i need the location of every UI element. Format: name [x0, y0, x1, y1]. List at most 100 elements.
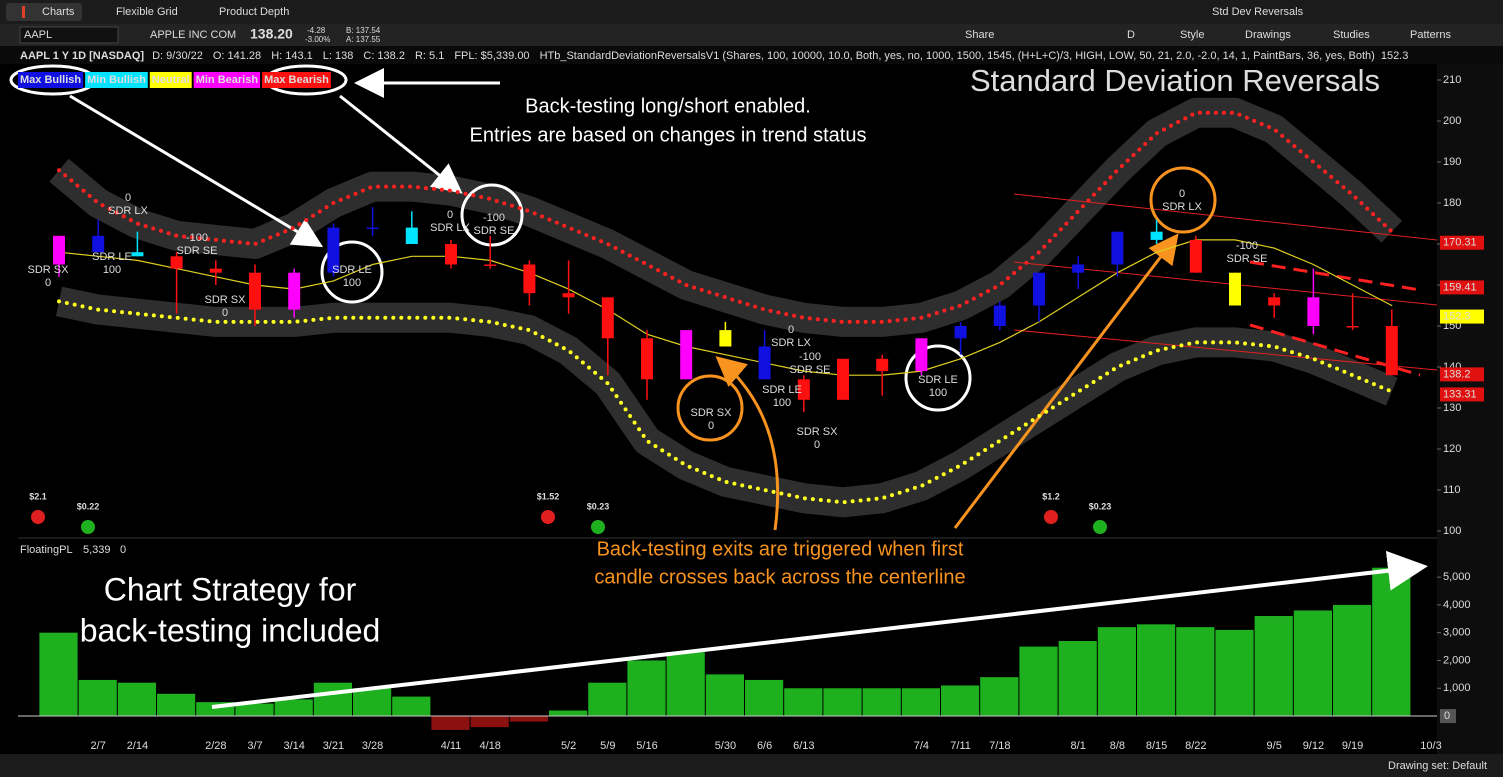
price-tag: [1440, 367, 1484, 382]
panel-name: FloatingPL: [20, 544, 73, 556]
x-tick-label: 5/9: [600, 740, 615, 752]
info-bar: [0, 46, 1503, 64]
bar: [235, 703, 274, 717]
button[interactable]: Style: [1180, 29, 1204, 41]
arrow: [339, 94, 463, 194]
highlight-circle: [1149, 166, 1217, 234]
arrow: [211, 550, 1428, 709]
tab-label[interactable]: Flexible Grid: [116, 6, 178, 18]
bar: [1137, 624, 1176, 717]
candle-body: [1268, 297, 1281, 306]
setup-name[interactable]: Std Dev Reversals: [1212, 6, 1304, 18]
bar: [39, 632, 78, 717]
signal-label: 0: [814, 439, 820, 451]
bar: [666, 652, 705, 717]
tab-bar: [0, 0, 1503, 24]
bar: [1058, 641, 1097, 717]
y-tick-label: 5,000: [1443, 571, 1471, 583]
candle-body: [641, 338, 653, 380]
candle-body: [484, 264, 497, 266]
trade-icon: [1093, 520, 1107, 534]
candle-body: [1033, 272, 1045, 306]
signal-label: SDR SX: [28, 264, 70, 276]
signal-label: 0: [45, 277, 51, 289]
y-tick-label: 110: [1443, 484, 1461, 496]
candle-body: [915, 338, 928, 372]
bar: [862, 688, 901, 717]
candle-body: [92, 235, 105, 253]
bar: [941, 685, 980, 717]
button[interactable]: Patterns: [1410, 29, 1451, 41]
annotation: Back-testing long/short enabled.: [525, 95, 811, 117]
price-tag: [1440, 235, 1484, 250]
highlight-circle: [320, 240, 384, 304]
signal-label: SDR LE: [332, 264, 372, 276]
x-tick-label: 8/15: [1146, 740, 1167, 752]
candle-body: [876, 358, 889, 372]
bar: [1333, 604, 1372, 717]
x-tick-label: 2/7: [91, 740, 106, 752]
tab-label[interactable]: Charts: [42, 6, 75, 18]
bar: [431, 716, 470, 730]
x-tick-label: 8/8: [1110, 740, 1125, 752]
trade-icon: [541, 510, 555, 524]
bar: [1254, 616, 1293, 717]
trend-line: [1249, 260, 1421, 377]
y-tick-label: 190: [1443, 156, 1461, 168]
signal-label: SDR SE: [474, 225, 515, 237]
bar: [274, 699, 313, 717]
legend-label: Max Bearish: [264, 74, 329, 86]
x-tick-label: 9/19: [1342, 740, 1363, 752]
symbol-input[interactable]: [19, 26, 119, 44]
study-label: HTb_StandardDeviationReversalsV1 (Shares…: [540, 50, 1375, 62]
chart-title: Standard Deviation Reversals: [970, 63, 1380, 98]
y-tick-label: 100: [1443, 525, 1461, 537]
bar: [588, 682, 627, 717]
symbol[interactable]: AAPL: [24, 29, 52, 41]
bar: [157, 693, 196, 717]
signal-label: -100: [483, 212, 505, 224]
regression-line: [1013, 193, 1438, 371]
signal-label: 0: [447, 209, 453, 221]
tab-label[interactable]: Product Depth: [219, 6, 289, 18]
signal-label: SDR LE: [92, 251, 132, 263]
bar: [784, 688, 823, 717]
signal-label: 0: [708, 420, 714, 432]
highlight-circle: [904, 344, 972, 412]
x-tick-label: 3/7: [247, 740, 262, 752]
button[interactable]: Studies: [1333, 29, 1370, 41]
signal-label: SDR LX: [771, 337, 811, 349]
signal-label: -100: [799, 351, 821, 363]
aggregation[interactable]: D: [1127, 29, 1135, 41]
trade-icon: [31, 510, 45, 524]
signal-label: SDR LX: [430, 222, 470, 234]
button[interactable]: Drawings: [1245, 29, 1291, 41]
bar: [353, 688, 392, 717]
bar: [470, 716, 509, 728]
price-tag-label: 170.31: [1443, 237, 1477, 249]
signal-label: 100: [929, 387, 947, 399]
info-field: R: 5.1: [415, 50, 444, 62]
trade-badge: $0.23: [1089, 501, 1112, 511]
signal-label: SDR LE: [762, 384, 802, 396]
x-tick-label: 4/18: [479, 740, 500, 752]
zero-tag: [1440, 709, 1456, 724]
highlight-circle: [676, 374, 744, 442]
button[interactable]: Share: [965, 29, 994, 41]
price-tag-label: 133.31: [1443, 388, 1477, 400]
trade-badge: $1.52: [537, 491, 560, 501]
candle-body: [1111, 231, 1124, 265]
candle-body: [1189, 239, 1202, 273]
annotation: Back-testing exits are triggered when fi…: [597, 538, 964, 560]
bar: [705, 674, 744, 717]
x-tick-label: 5/2: [561, 740, 576, 752]
signal-label: SDR SX: [205, 294, 247, 306]
legend-label: Min Bearish: [196, 74, 259, 86]
candle-body: [53, 235, 65, 265]
bar: [745, 679, 784, 717]
x-tick-label: 8/22: [1185, 740, 1206, 752]
price-tag: [1440, 309, 1484, 324]
y-tick-label: 130: [1443, 402, 1461, 414]
price-tag: [1440, 280, 1484, 295]
